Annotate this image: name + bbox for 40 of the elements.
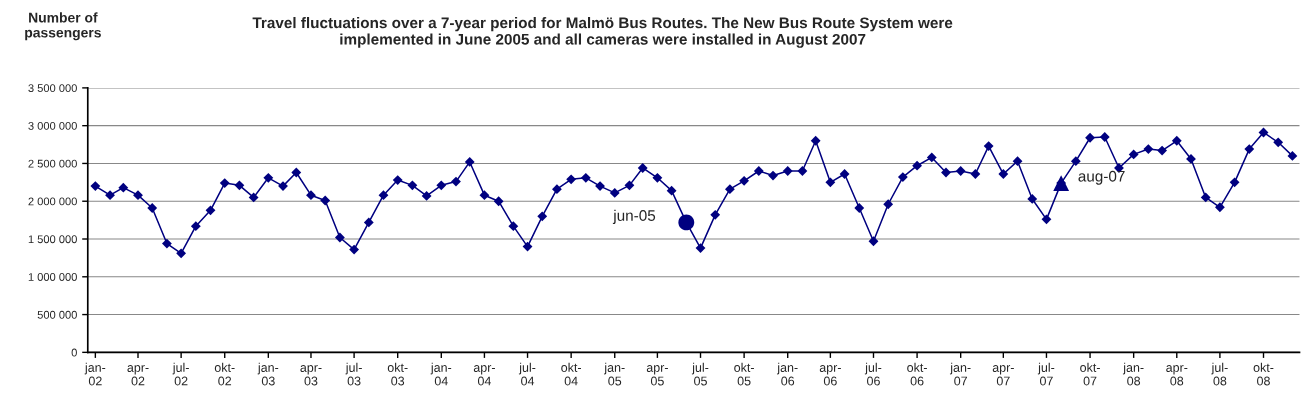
x-tick-label: apr- 06: [819, 365, 841, 386]
x-tick-label: okt- 03: [387, 362, 408, 386]
y-tick-label: 0: [71, 348, 77, 357]
x-tick-label: okt- 02: [214, 362, 235, 386]
x-tick-label: jan- 07: [949, 362, 971, 386]
y-tick-label: 1 500 000: [28, 235, 77, 244]
x-tick-label: okt- 06: [907, 362, 927, 386]
x-tick-label: jul- 04: [518, 362, 536, 386]
x-tick-label: jul- 02: [172, 362, 189, 386]
x-tick-label: jul- 03: [345, 362, 362, 386]
x-tick-label: jan- 05: [604, 362, 625, 386]
annotation: aug-07: [1078, 170, 1125, 185]
y-tick-label: 2 500 000: [28, 159, 77, 168]
x-tick-label: apr- 08: [1166, 365, 1188, 386]
chart-title: Travel fluctuations over a 7-year period for Malmö Bus Routes. The New Bus Route System were implemented in June 2005 and all cameras were installed in August 2007: [252, 17, 953, 48]
y-tick-label: 3 500 000: [28, 84, 77, 93]
x-tick-label: okt- 08: [1253, 362, 1274, 386]
x-tick-label: jul- 05: [691, 362, 709, 386]
x-tick-label: apr- 07: [992, 365, 1014, 386]
y-tick-label: 1 000 000: [28, 273, 77, 281]
y-tick-label: 2 000 000: [28, 197, 77, 206]
y-axis-title: Number of passengers: [25, 12, 101, 41]
x-tick-label: apr- 02: [127, 365, 149, 386]
x-tick-label: okt- 04: [561, 362, 582, 386]
x-tick-label: jan- 04: [430, 362, 452, 386]
x-tick-label: okt- 05: [734, 362, 754, 386]
x-tick-label: jul- 08: [1211, 362, 1228, 386]
x-tick-label: okt- 07: [1080, 362, 1100, 386]
x-tick-label: jan- 06: [776, 362, 798, 386]
y-tick-label: 3 000 000: [28, 121, 77, 130]
annotation: jun-05: [612, 209, 656, 224]
x-tick-label: jan- 08: [1122, 362, 1144, 386]
x-tick-label: apr- 03: [300, 365, 322, 386]
x-tick-label: jan- 02: [84, 362, 106, 386]
x-tick-label: apr- 05: [646, 365, 668, 386]
x-tick-label: jul- 07: [1037, 362, 1055, 386]
x-tick-label: apr- 04: [473, 365, 495, 386]
x-tick-label: jul- 06: [864, 362, 882, 386]
y-tick-label: 500 000: [37, 310, 77, 319]
x-tick-label: jan- 03: [257, 362, 279, 386]
